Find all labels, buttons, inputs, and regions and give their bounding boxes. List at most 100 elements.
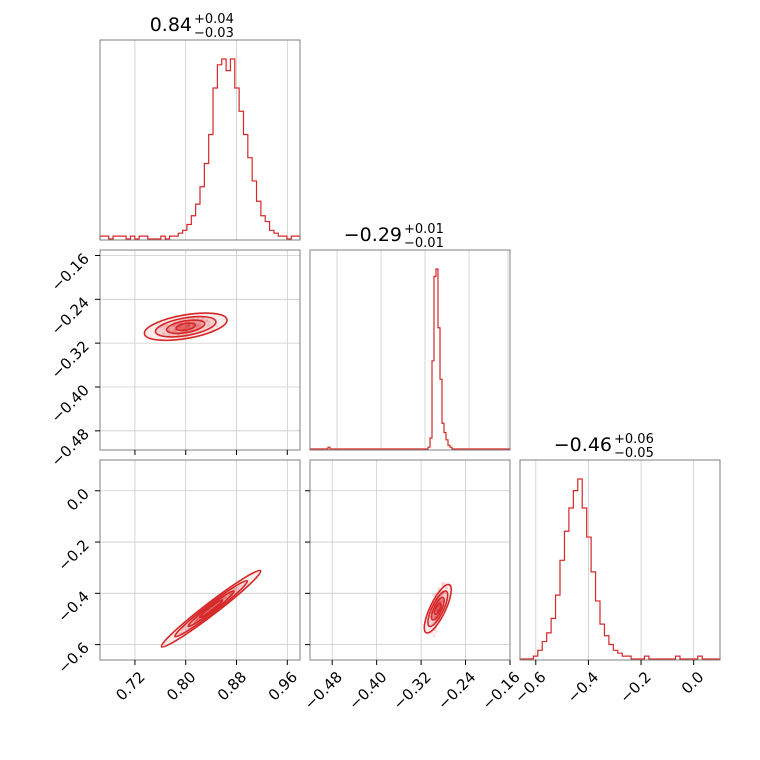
scatter-point xyxy=(187,324,191,329)
y-tick-label: −0.6 xyxy=(54,639,92,677)
scatter-point xyxy=(440,599,444,603)
scatter-point xyxy=(167,327,171,332)
contour-level xyxy=(174,579,249,638)
x-tick-label: −0.2 xyxy=(616,668,654,706)
scatter-point xyxy=(441,581,445,585)
panel-title-minus: −0.01 xyxy=(404,236,444,251)
scatter-point xyxy=(182,326,186,331)
scatter-point xyxy=(445,586,449,590)
scatter-point xyxy=(186,324,190,328)
panel-title-plus: +0.06 xyxy=(614,432,654,447)
y-tick-label: 0.0 xyxy=(63,485,93,515)
x-tick-label: −0.24 xyxy=(434,668,479,713)
x-tick-label: −0.40 xyxy=(345,668,390,713)
scatter-point xyxy=(184,326,188,330)
scatter-point xyxy=(215,324,219,328)
scatter-point xyxy=(440,599,444,603)
scatter-point xyxy=(198,323,202,327)
panel-title-value: 0.84 xyxy=(150,14,192,36)
scatter-point xyxy=(187,325,191,329)
x-tick-label: −0.32 xyxy=(390,668,435,713)
scatter-point xyxy=(195,323,199,327)
y-tick-label: −0.4 xyxy=(54,587,92,625)
contour-level xyxy=(198,599,224,619)
scatter-point xyxy=(433,630,438,634)
scatter-point xyxy=(187,324,191,328)
panel-title-value: −0.46 xyxy=(554,434,612,456)
scatter-point xyxy=(196,617,200,621)
scatter-point xyxy=(232,587,236,591)
x-tick-label: 0.80 xyxy=(163,668,199,704)
y-tick-label: −0.2 xyxy=(54,536,92,574)
scatter-point xyxy=(187,323,192,327)
contour-level xyxy=(175,322,197,332)
scatter-point xyxy=(206,323,210,328)
x-tick-label: −0.4 xyxy=(564,668,602,706)
scatter-point xyxy=(185,326,189,330)
scatter-point xyxy=(439,599,444,603)
panel-title-minus: −0.05 xyxy=(614,446,654,461)
contour-level xyxy=(143,312,228,342)
y-tick-label: −0.32 xyxy=(48,337,93,382)
x-tick-label: 0.72 xyxy=(112,668,148,704)
scatter-point xyxy=(172,328,177,332)
scatter-point xyxy=(430,631,435,635)
scatter-point xyxy=(436,606,440,611)
contour-level xyxy=(165,319,206,335)
scatter-point xyxy=(179,325,183,330)
scatter-point xyxy=(196,325,200,329)
x-tick-label: −0.48 xyxy=(301,668,346,713)
scatter-point xyxy=(196,323,200,327)
scatter-point xyxy=(432,614,436,618)
y-tick-label: −0.48 xyxy=(48,425,93,470)
scatter-point xyxy=(186,323,191,328)
scatter-point xyxy=(204,318,208,323)
contour-level xyxy=(433,602,442,616)
scatter-point xyxy=(197,325,201,329)
scatter-point xyxy=(184,325,188,329)
panel-title-value: −0.29 xyxy=(344,224,402,246)
scatter-point xyxy=(194,320,199,324)
panel-scatter-1-0: −0.16−0.24−0.32−0.40−0.48 xyxy=(48,249,301,470)
panel-title-plus: +0.04 xyxy=(194,12,234,27)
histogram-steps xyxy=(309,268,511,450)
panel-scatter-2-0: 0.72 0.80 0.88 0.96 0.0 −0.2 −0.4 −0.6 xyxy=(54,459,301,704)
panel-hist-2: −0.46 +0.06−0.05−0.6 −0.4 −0.2 0.0 xyxy=(511,432,721,707)
scatter-point xyxy=(183,325,187,329)
scatter-point xyxy=(236,586,240,590)
axes-frame xyxy=(519,459,721,661)
scatter-point xyxy=(432,634,436,638)
histogram-steps xyxy=(519,478,721,660)
axes-frame xyxy=(99,459,301,661)
axes-frame xyxy=(99,249,301,451)
scatter-point xyxy=(194,618,198,622)
scatter-point xyxy=(223,596,227,600)
scatter-point xyxy=(204,319,208,323)
y-tick-label: −0.40 xyxy=(48,381,93,426)
scatter-point xyxy=(162,331,166,336)
axes-frame xyxy=(99,39,301,241)
contour-level xyxy=(154,315,217,338)
scatter-point xyxy=(172,327,176,331)
scatter-point xyxy=(162,327,167,331)
panel-hist-1: −0.29 +0.01−0.01 xyxy=(309,222,511,451)
contour-level xyxy=(427,590,449,628)
scatter-point xyxy=(186,323,190,327)
contour-level xyxy=(160,569,262,648)
panel-title-plus: +0.01 xyxy=(404,222,444,237)
axes-frame xyxy=(309,459,511,661)
panel-scatter-2-1: −0.48 −0.40 −0.32 −0.24 −0.16 xyxy=(301,459,524,713)
scatter-point xyxy=(435,608,439,612)
scatter-point xyxy=(182,325,186,329)
panel-hist-0: 0.84 +0.04−0.03 xyxy=(99,12,301,241)
x-tick-label: 0.96 xyxy=(265,668,301,704)
scatter-point xyxy=(435,609,439,613)
contour-level xyxy=(423,583,453,634)
scatter-point xyxy=(441,582,445,586)
scatter-point xyxy=(182,324,186,328)
x-tick-label: 0.0 xyxy=(678,668,708,698)
scatter-point xyxy=(185,325,189,329)
y-tick-label: −0.24 xyxy=(48,293,93,338)
scatter-point xyxy=(181,326,185,330)
